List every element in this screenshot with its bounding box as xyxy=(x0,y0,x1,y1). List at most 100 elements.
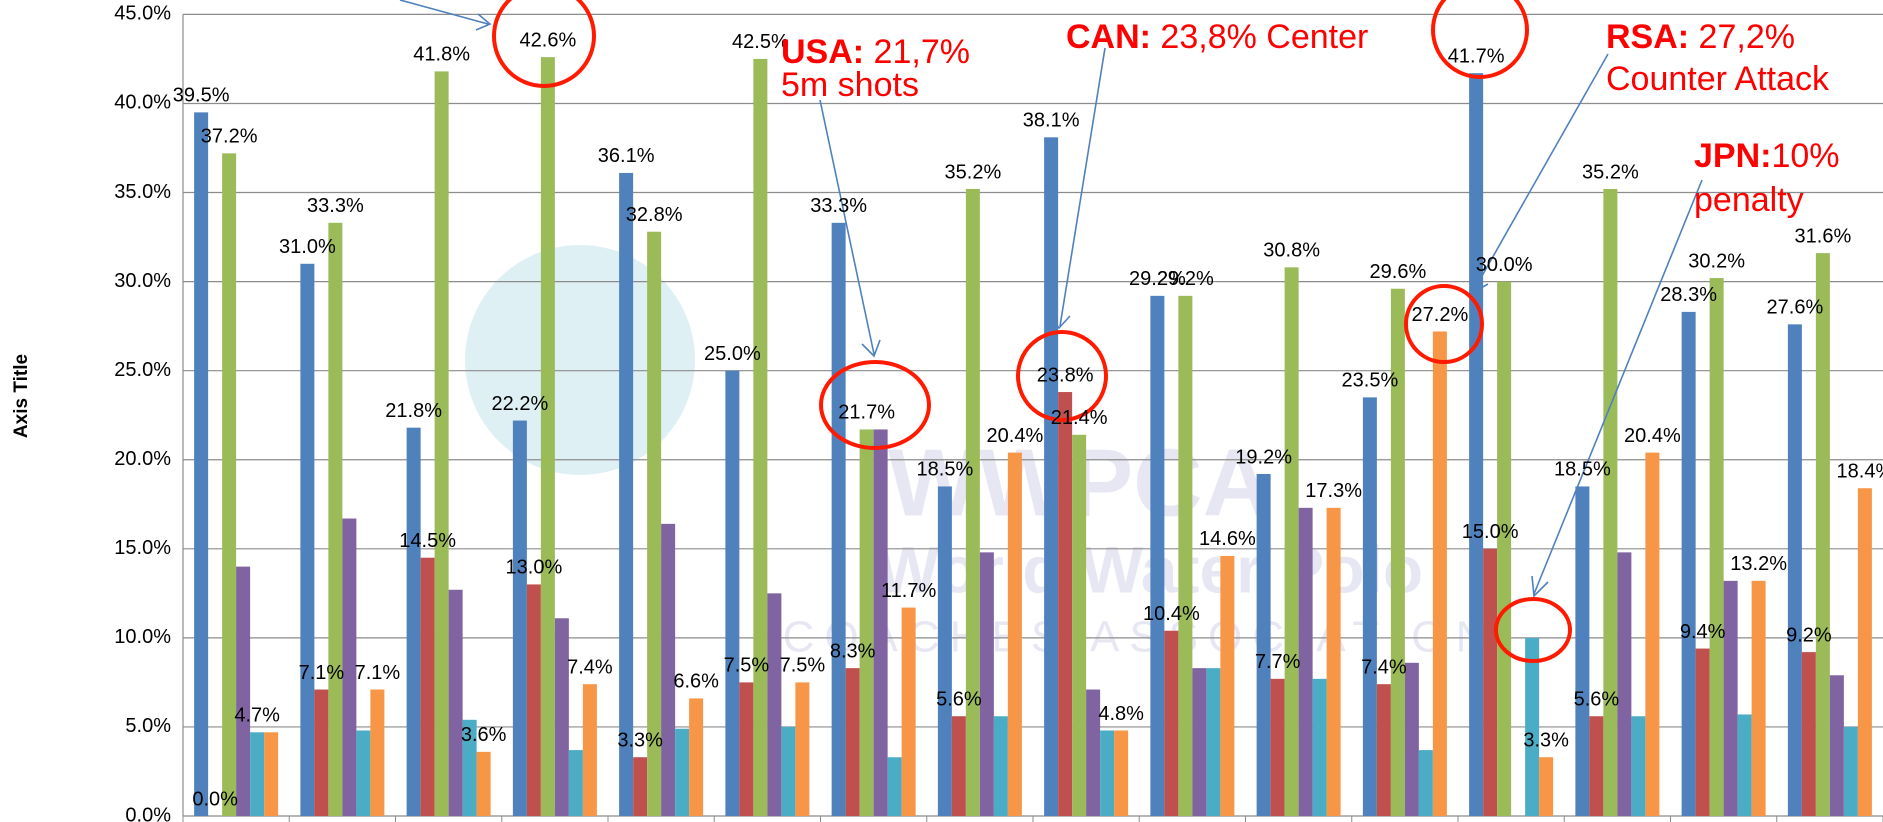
data-label: 20.4% xyxy=(1624,425,1681,447)
bar xyxy=(951,716,966,816)
bar xyxy=(1220,555,1235,816)
watermark-logo xyxy=(465,245,695,475)
bar xyxy=(1044,137,1059,816)
bar xyxy=(1404,662,1419,816)
data-label: 14.6% xyxy=(1199,528,1256,550)
data-label: 21.4% xyxy=(1051,407,1108,429)
bar xyxy=(540,57,555,817)
annotations xyxy=(399,0,1703,663)
data-label: 7.7% xyxy=(1255,651,1301,673)
data-label: 41.7% xyxy=(1448,45,1505,67)
bar xyxy=(194,112,209,816)
data-label: 8.3% xyxy=(830,640,876,662)
bar xyxy=(1206,668,1221,816)
bar xyxy=(512,420,527,816)
bar xyxy=(1709,278,1724,816)
bar xyxy=(1525,637,1540,816)
bar xyxy=(448,589,463,816)
data-label: 21.8% xyxy=(385,400,442,422)
data-label: 9.2% xyxy=(1786,624,1832,646)
bar xyxy=(1843,726,1858,816)
data-label: 29.2% xyxy=(1129,268,1186,290)
bar xyxy=(356,730,371,816)
data-label: 29.6% xyxy=(1370,261,1427,283)
bar xyxy=(568,750,583,816)
data-label: 41.8% xyxy=(413,44,470,66)
annotation-bold: USA: xyxy=(781,33,864,71)
bar xyxy=(859,429,874,816)
highlight-circles xyxy=(492,0,1572,663)
bar xyxy=(647,231,662,817)
y-tick-label: 45.0% xyxy=(114,3,171,25)
bar xyxy=(1645,452,1660,816)
data-label: 13.2% xyxy=(1730,553,1787,575)
y-tick-label: 10.0% xyxy=(114,626,171,648)
annotation-text: 21,7% xyxy=(864,33,970,71)
data-label: 28.3% xyxy=(1660,284,1717,306)
data-label: 17.3% xyxy=(1305,480,1362,502)
data-label: 18.5% xyxy=(917,459,974,481)
y-tick-label: 35.0% xyxy=(114,181,171,203)
data-label: 25.0% xyxy=(704,343,761,365)
bar xyxy=(1007,452,1022,816)
bar xyxy=(831,222,846,817)
data-label: 31.6% xyxy=(1795,225,1852,247)
bar xyxy=(222,153,237,816)
bar xyxy=(1376,684,1391,816)
bar xyxy=(1631,716,1646,816)
data-label: 20.4% xyxy=(987,425,1044,447)
bar xyxy=(1469,73,1484,816)
data-label: 6.6% xyxy=(673,671,719,693)
bar xyxy=(689,698,704,816)
bar xyxy=(1270,678,1285,816)
bar xyxy=(795,682,810,816)
data-label: 3.3% xyxy=(617,729,663,751)
data-label: 29.2% xyxy=(1157,268,1214,290)
y-tick-label: 15.0% xyxy=(114,537,171,559)
y-tick-label: 5.0% xyxy=(125,715,171,737)
bar xyxy=(739,682,754,816)
bar xyxy=(937,486,952,816)
data-label: 3.3% xyxy=(1523,729,1569,751)
bar xyxy=(1298,507,1313,816)
data-label: 5.6% xyxy=(936,689,982,711)
bar xyxy=(781,726,796,816)
bar xyxy=(1497,281,1512,817)
data-label: 7.4% xyxy=(567,656,613,678)
bar xyxy=(1312,678,1327,816)
bar xyxy=(767,593,782,816)
bar xyxy=(661,523,676,816)
data-label: 33.3% xyxy=(810,195,867,217)
bar xyxy=(887,757,902,816)
bar xyxy=(753,58,768,816)
data-label: 4.7% xyxy=(234,705,280,727)
bar xyxy=(725,370,740,816)
bar xyxy=(873,429,888,816)
data-label: 5.6% xyxy=(1574,689,1620,711)
bar xyxy=(845,668,860,816)
data-label: 7.1% xyxy=(299,662,345,684)
arrows xyxy=(399,0,1703,598)
data-label: 30.8% xyxy=(1263,240,1320,262)
data-label: 27.6% xyxy=(1767,297,1824,319)
y-tick-label: 30.0% xyxy=(114,270,171,292)
bar xyxy=(342,518,357,816)
data-label: 7.4% xyxy=(1361,656,1407,678)
bar xyxy=(1326,507,1341,816)
bar xyxy=(1787,324,1802,816)
bar xyxy=(1192,668,1207,816)
bar xyxy=(1737,714,1752,816)
bar xyxy=(1617,552,1632,816)
y-tick-label: 25.0% xyxy=(114,359,171,381)
bar xyxy=(434,71,449,817)
bar xyxy=(1723,580,1738,816)
bar xyxy=(901,607,916,816)
bar xyxy=(1483,548,1498,816)
y-tick-label: 20.0% xyxy=(114,448,171,470)
bar xyxy=(1603,188,1618,816)
bar xyxy=(675,728,690,816)
data-label: 36.1% xyxy=(598,145,655,167)
data-label: 7.5% xyxy=(780,655,826,677)
annotation-text: 27,2% xyxy=(1689,18,1795,56)
